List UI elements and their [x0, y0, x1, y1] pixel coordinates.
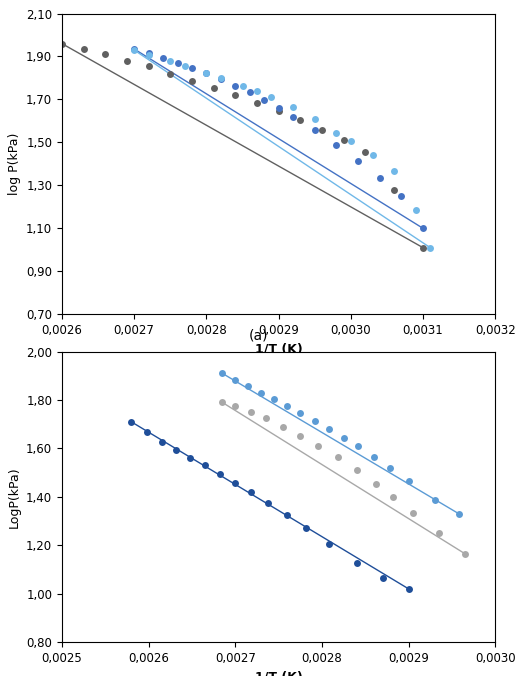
Y-axis label: log P(kPa): log P(kPa): [8, 132, 21, 195]
X-axis label: 1/T (K): 1/T (K): [255, 671, 302, 676]
Y-axis label: LogP(kPa): LogP(kPa): [8, 466, 21, 528]
X-axis label: 1/T (K): 1/T (K): [255, 343, 302, 356]
Text: (a): (a): [248, 329, 268, 343]
